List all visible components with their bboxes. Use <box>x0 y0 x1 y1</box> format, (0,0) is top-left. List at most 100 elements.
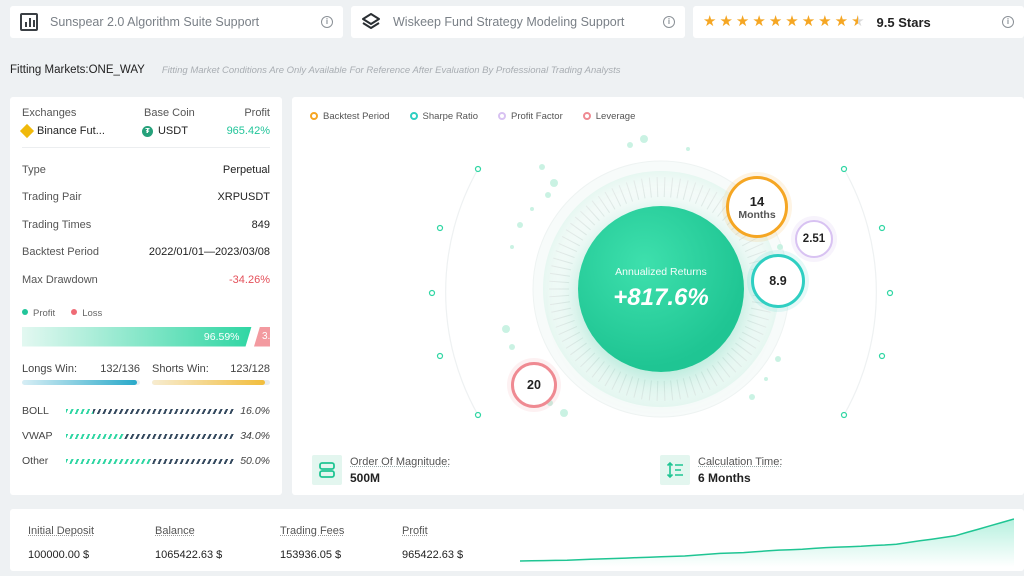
rating-label: 9.5 Stars <box>876 14 931 30</box>
algo-support-label: Sunspear 2.0 Algorithm Suite Support <box>50 15 260 29</box>
sparkline-area <box>520 519 1014 567</box>
summary-row-key: Max Drawdown <box>22 273 98 286</box>
rating-stars: ★ ★ ★ ★ ★ ★ ★ ★ ★ ★ <box>703 14 865 30</box>
base-coin-value: USDT <box>157 125 188 137</box>
indicator-boll: BOLL 16.0% <box>22 399 270 424</box>
legend-dot-icon <box>409 112 418 120</box>
returns-visual-panel: Backtest Period Sharpe Ratio Profit Factor… <box>292 97 1024 495</box>
indicator-other: Other 50.0% <box>22 449 270 474</box>
longs-win-fill <box>22 379 137 385</box>
indicator-name: VWAP <box>22 430 53 442</box>
summary-row-value: XRPUSDT <box>217 191 270 204</box>
strategy-summary-panel: Exchanges Base Coin Profit Binance Fut..… <box>10 97 282 495</box>
legend-label: Profit Factor <box>511 111 563 122</box>
order-of-magnitude: Order Of Magnitude: 500M <box>312 455 450 485</box>
layers-icon <box>362 13 380 29</box>
shorts-win: Shorts Win: 123/128 <box>152 363 270 385</box>
summary-header-row: Exchanges Base Coin Profit <box>22 107 270 119</box>
info-icon[interactable]: i <box>663 16 675 28</box>
balance-value: 1065422.63 $ <box>155 549 223 561</box>
base-coin-header: Base Coin <box>144 107 195 119</box>
annualized-returns-label: Annualized Returns <box>615 266 707 278</box>
legend-dot-icon <box>582 112 591 120</box>
algo-support-card: Sunspear 2.0 Algorithm Suite Support i <box>10 6 343 38</box>
legend-label: Sharpe Ratio <box>422 111 478 122</box>
indicator-bar-fill <box>66 433 124 439</box>
win-rates: Longs Win: 132/136 Shorts Win: 123/128 <box>22 363 270 385</box>
shorts-win-value: 123/128 <box>230 362 270 375</box>
shorts-win-fill <box>152 379 266 385</box>
profit-loss-legend: Profit Loss <box>22 308 270 319</box>
profit-dot-icon <box>22 308 28 315</box>
summary-row-key: Type <box>22 163 46 176</box>
star-icon: ★ <box>703 13 717 30</box>
indicator-name: BOLL <box>22 405 49 417</box>
profit-total-label: Profit <box>402 525 428 537</box>
star-icon: ★ <box>768 13 783 30</box>
calculation-time-label: Calculation Time: <box>698 455 783 468</box>
sharpe-ratio-bubble: 8.9 <box>751 254 805 308</box>
star-icon: ★ <box>851 13 865 30</box>
summary-row-type: Type Perpetual <box>22 156 270 184</box>
star-icon: ★ <box>818 13 832 30</box>
star-icon: ★ <box>719 13 733 30</box>
info-icon[interactable]: i <box>321 16 333 28</box>
divider <box>22 147 270 148</box>
indicator-name: Other <box>22 455 49 467</box>
binance-icon <box>19 123 35 139</box>
sort-lines-icon <box>660 455 690 485</box>
balance-stat: Balance 1065422.63 $ <box>155 525 222 561</box>
backtest-months-value: 14 <box>749 193 765 209</box>
order-of-magnitude-value: 500M <box>350 470 381 485</box>
star-icon: ★ <box>785 13 799 30</box>
backtest-months-unit: Months <box>738 208 776 221</box>
summary-row-key: Trading Times <box>22 218 92 231</box>
trading-fees-value: 153936.05 $ <box>280 549 342 561</box>
star-icon: ★ <box>752 13 766 30</box>
calculation-time-value: 6 Months <box>698 470 751 485</box>
profit-factor-bubble: 2.51 <box>795 220 833 258</box>
totals-bar: Initial Deposit 100000.00 $ Balance 1065… <box>10 509 1024 571</box>
indicator-bar <box>66 433 234 439</box>
calculation-time: Calculation Time: 6 Months <box>660 455 782 485</box>
info-icon[interactable]: i <box>1002 16 1014 28</box>
indicator-bar-fill <box>66 408 93 414</box>
balance-label: Balance <box>155 525 195 537</box>
legend-item-leverage[interactable]: Leverage <box>582 111 635 122</box>
indicator-bar-fill <box>66 458 150 464</box>
database-icon <box>312 455 342 485</box>
annualized-returns-circle: Annualized Returns +817.6% <box>578 206 744 372</box>
indicator-bar <box>66 408 234 414</box>
longs-win-label: Longs Win: <box>22 362 78 375</box>
summary-row-max-drawdown: Max Drawdown -34.26% <box>22 266 270 294</box>
profit-header: Profit <box>244 107 270 119</box>
exchanges-header: Exchanges <box>22 107 77 119</box>
longs-win-value: 132/136 <box>100 362 140 375</box>
shorts-win-label: Shorts Win: <box>152 362 209 375</box>
star-icon: ★ <box>801 13 816 30</box>
summary-row-trading-times: Trading Times 849 <box>22 211 270 239</box>
loss-dot-icon <box>71 308 78 315</box>
order-of-magnitude-label: Order Of Magnitude: <box>350 455 451 468</box>
summary-row-key: Trading Pair <box>22 191 82 204</box>
initial-deposit-label: Initial Deposit <box>28 525 95 537</box>
profit-segment: 96.59% <box>22 327 252 347</box>
indicator-vwap: VWAP 34.0% <box>22 424 270 449</box>
legend-item-backtest-period[interactable]: Backtest Period <box>310 111 390 122</box>
balance-sparkline <box>520 518 1014 567</box>
fund-support-label: Wiskeep Fund Strategy Modeling Support <box>393 15 625 29</box>
legend-label: Backtest Period <box>323 111 390 122</box>
initial-deposit-value: 100000.00 $ <box>28 549 90 561</box>
indicator-bar <box>66 458 234 464</box>
profit-total-value: 965422.63 $ <box>402 549 464 561</box>
backtest-period-bubble: 14 Months <box>726 176 788 238</box>
metrics-legend: Backtest Period Sharpe Ratio Profit Factor… <box>310 111 635 122</box>
usdt-icon: ₮ <box>141 125 153 137</box>
legend-item-profit-factor[interactable]: Profit Factor <box>498 111 563 122</box>
indicator-pct: 16.0% <box>240 405 270 417</box>
summary-row-value: 2022/01/01—2023/03/08 <box>148 246 270 259</box>
legend-item-sharpe-ratio[interactable]: Sharpe Ratio <box>409 111 478 122</box>
summary-row-key: Backtest Period <box>22 246 100 259</box>
loss-legend-label: Loss <box>82 307 103 319</box>
profit-stat: Profit 965422.63 $ <box>402 525 463 561</box>
